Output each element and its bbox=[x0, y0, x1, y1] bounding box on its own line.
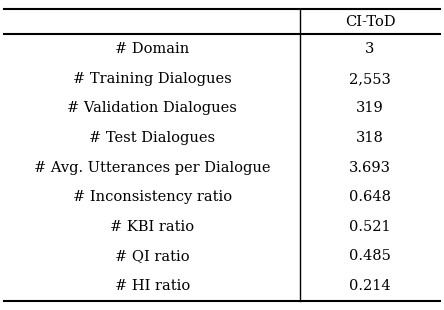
Text: 0.648: 0.648 bbox=[349, 190, 391, 204]
Text: # KBI ratio: # KBI ratio bbox=[110, 220, 194, 234]
Text: 0.521: 0.521 bbox=[349, 220, 391, 234]
Text: # Domain: # Domain bbox=[115, 42, 190, 56]
Text: # Training Dialogues: # Training Dialogues bbox=[73, 72, 232, 86]
Text: 2,553: 2,553 bbox=[349, 72, 391, 86]
Text: 319: 319 bbox=[356, 101, 384, 115]
Text: # Test Dialogues: # Test Dialogues bbox=[89, 131, 215, 145]
Text: 3.693: 3.693 bbox=[349, 161, 391, 175]
Text: 3: 3 bbox=[365, 42, 375, 56]
Text: 0.485: 0.485 bbox=[349, 249, 391, 263]
Text: # HI ratio: # HI ratio bbox=[115, 279, 190, 293]
Text: 318: 318 bbox=[356, 131, 384, 145]
Text: # Avg. Utterances per Dialogue: # Avg. Utterances per Dialogue bbox=[34, 161, 271, 175]
Text: # Inconsistency ratio: # Inconsistency ratio bbox=[73, 190, 232, 204]
Text: # Validation Dialogues: # Validation Dialogues bbox=[67, 101, 238, 115]
Text: 0.214: 0.214 bbox=[349, 279, 391, 293]
Text: # QI ratio: # QI ratio bbox=[115, 249, 190, 263]
Text: CI-ToD: CI-ToD bbox=[345, 15, 395, 29]
